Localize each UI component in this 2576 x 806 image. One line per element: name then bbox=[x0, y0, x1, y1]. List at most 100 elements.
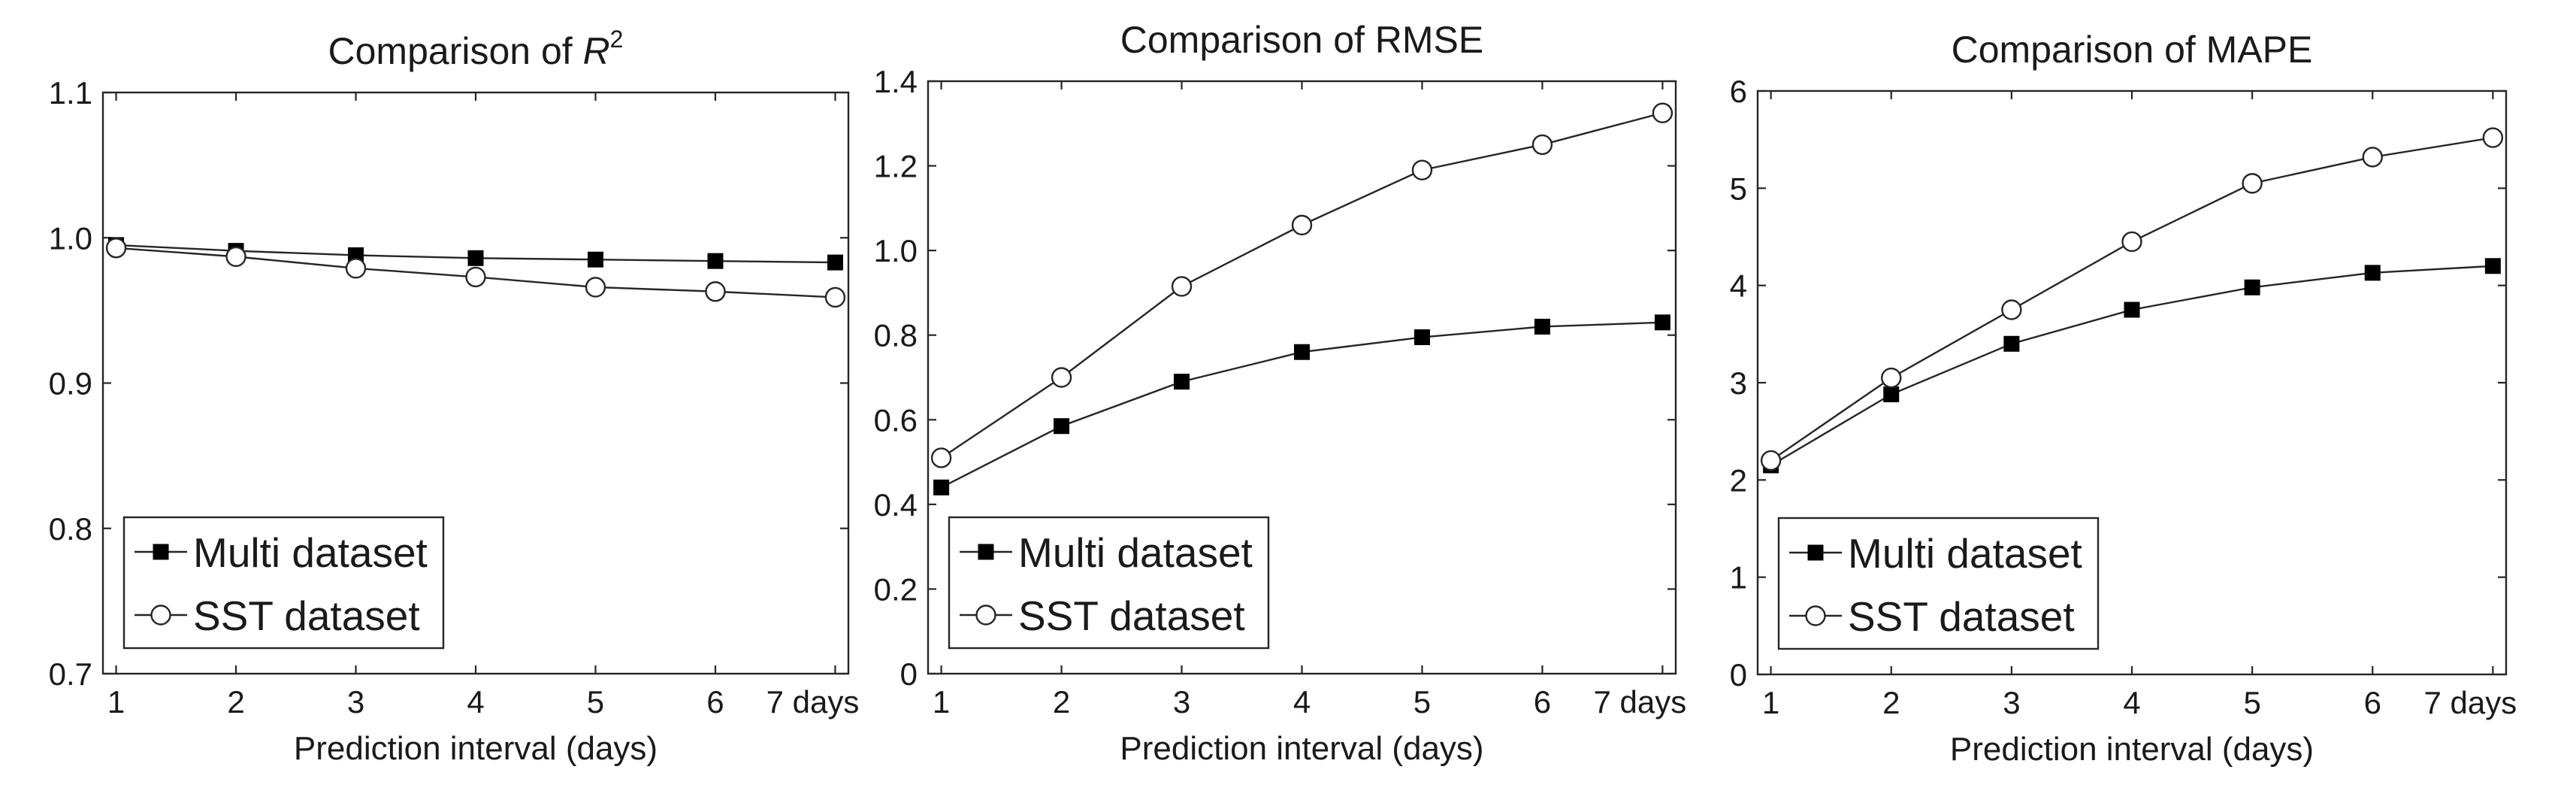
y-tick-label: 0.8 bbox=[874, 318, 918, 353]
series-line bbox=[1770, 265, 2493, 466]
data-point bbox=[1413, 329, 1430, 346]
data-point bbox=[105, 238, 127, 259]
y-tick-label: 3 bbox=[1730, 365, 1747, 401]
data-point bbox=[465, 266, 486, 288]
data-point bbox=[1174, 374, 1190, 390]
x-tick-label: 4 bbox=[467, 684, 484, 720]
y-tick-label: 1 bbox=[1730, 560, 1747, 595]
series-line bbox=[1770, 136, 2493, 462]
data-point bbox=[1881, 367, 1902, 389]
y-tick-label: 2 bbox=[1730, 462, 1747, 498]
legend: Multi dataset SST dataset bbox=[948, 516, 1270, 650]
x-axis-label: Prediction interval (days) bbox=[1120, 730, 1483, 767]
chart-1: Comparison of R20.70.80.91.01.11 2 3 4 5 6 7 d… bbox=[49, 26, 860, 767]
data-point bbox=[345, 258, 367, 279]
y-tick-label: 1.0 bbox=[874, 233, 918, 268]
y-tick-label: 0.4 bbox=[874, 487, 918, 523]
data-point bbox=[2482, 127, 2504, 148]
data-point bbox=[1760, 450, 1782, 471]
chart-title-text: Comparison of MAPE bbox=[1952, 29, 2313, 71]
series-1 bbox=[108, 237, 843, 271]
x-tick-label: 2 bbox=[1053, 684, 1070, 720]
data-point bbox=[1883, 386, 1900, 403]
chart-2: Comparison of RMSE 0 0.2 0.4 0.6 0.8 1.0 1.2 1.4… bbox=[874, 19, 1687, 767]
series-line bbox=[940, 112, 1663, 459]
x-tick-label: 5 bbox=[1413, 684, 1431, 720]
data-point bbox=[1531, 134, 1553, 156]
y-tick-label: 4 bbox=[1730, 268, 1747, 304]
x-tick-label: 7 days bbox=[766, 684, 860, 720]
legend-label: Multi dataset bbox=[193, 529, 428, 576]
legend-marker bbox=[150, 604, 171, 626]
legend-label: SST dataset bbox=[1018, 592, 1245, 639]
legend-marker bbox=[1805, 605, 1826, 626]
y-tick-label: 0 bbox=[1730, 657, 1747, 692]
data-point bbox=[824, 286, 846, 308]
data-point bbox=[467, 250, 484, 266]
data-point bbox=[2362, 147, 2383, 168]
x-tick-label: 2 bbox=[1882, 685, 1900, 720]
legend-marker bbox=[975, 604, 996, 626]
x-tick-label: 3 bbox=[347, 684, 364, 720]
x-tick-label: 3 bbox=[2003, 685, 2020, 720]
legend-box bbox=[122, 516, 445, 650]
x-tick-label: 5 bbox=[2243, 685, 2260, 720]
y-tick-label: 1.2 bbox=[874, 149, 918, 184]
chart-title: Comparison of MAPE bbox=[1952, 29, 2313, 71]
legend-label: SST dataset bbox=[193, 592, 420, 639]
legend-box bbox=[948, 516, 1270, 650]
data-point bbox=[2121, 231, 2142, 253]
y-tick-label: 0.6 bbox=[874, 402, 918, 438]
legend-marker bbox=[978, 544, 994, 560]
data-point bbox=[2484, 258, 2501, 274]
y-tick-label: 0.7 bbox=[49, 656, 92, 692]
data-point bbox=[1171, 276, 1193, 297]
x-axis-label: Prediction interval (days) bbox=[1950, 731, 2314, 768]
data-point bbox=[1654, 314, 1670, 331]
legend-box bbox=[1777, 517, 2100, 650]
x-tick-label: 4 bbox=[2123, 685, 2140, 720]
data-point bbox=[2242, 173, 2263, 194]
x-tick-label: 1 bbox=[1762, 685, 1779, 720]
x-tick-label: 6 bbox=[1534, 684, 1551, 720]
data-point bbox=[933, 479, 950, 495]
legend: Multi dataset SST dataset bbox=[1777, 517, 2100, 650]
legend-label: Multi dataset bbox=[1848, 530, 2082, 577]
data-point bbox=[930, 447, 952, 468]
data-point bbox=[1051, 367, 1072, 388]
data-point bbox=[585, 277, 606, 298]
series-1 bbox=[933, 314, 1670, 495]
legend: Multi dataset SST dataset bbox=[122, 516, 445, 650]
chart-title: Comparison of R2 bbox=[328, 26, 624, 72]
x-tick-label: 6 bbox=[706, 684, 724, 720]
series-2 bbox=[930, 102, 1673, 468]
chart-title-variable: R bbox=[583, 30, 610, 72]
chart-title: Comparison of RMSE bbox=[1120, 19, 1484, 61]
legend-marker bbox=[1807, 544, 1824, 561]
data-point bbox=[2364, 265, 2381, 281]
y-tick-label: 0 bbox=[900, 656, 918, 692]
data-point bbox=[1294, 344, 1310, 360]
legend-label: Multi dataset bbox=[1018, 529, 1253, 576]
x-tick-label: 1 bbox=[107, 684, 125, 720]
series-1 bbox=[1763, 258, 2501, 474]
y-tick-label: 1.4 bbox=[874, 64, 918, 99]
y-tick-label: 0.8 bbox=[49, 511, 92, 547]
data-point bbox=[225, 246, 246, 268]
x-tick-label: 7 days bbox=[1594, 684, 1687, 720]
x-axis-label: Prediction interval (days) bbox=[294, 730, 658, 767]
chart-title-superscript: 2 bbox=[610, 26, 624, 53]
data-point bbox=[2124, 301, 2140, 318]
data-point bbox=[2001, 299, 2022, 320]
data-point bbox=[587, 251, 603, 268]
y-tick-label: 5 bbox=[1730, 171, 1747, 206]
data-point bbox=[1534, 318, 1550, 335]
data-point bbox=[1291, 214, 1313, 236]
y-tick-label: 1.0 bbox=[49, 220, 92, 256]
y-tick-label: 6 bbox=[1730, 74, 1747, 109]
data-point bbox=[1411, 159, 1433, 180]
data-point bbox=[705, 281, 726, 302]
x-tick-label: 6 bbox=[2364, 685, 2381, 720]
